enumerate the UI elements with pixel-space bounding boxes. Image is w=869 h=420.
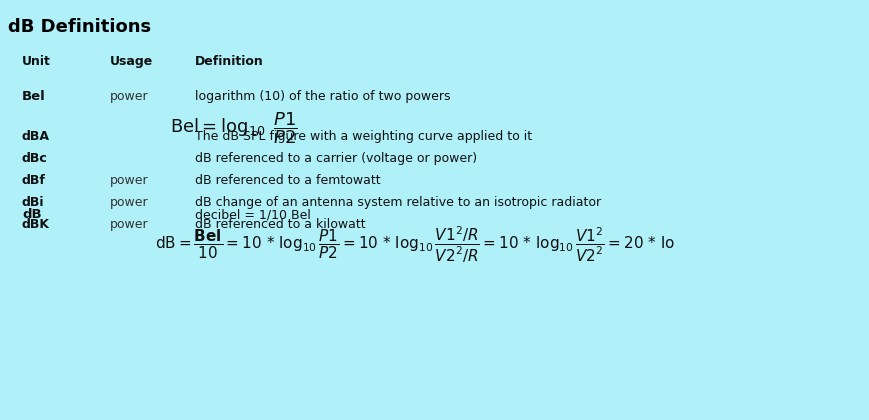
Text: dBA: dBA	[22, 130, 50, 143]
Text: power: power	[109, 196, 149, 209]
Text: dBf: dBf	[22, 174, 46, 187]
Text: dBi: dBi	[22, 196, 44, 209]
Text: power: power	[109, 90, 149, 103]
Text: $\mathrm{Bel} = \log_{10}\ \dfrac{P1}{P2}$: $\mathrm{Bel} = \log_{10}\ \dfrac{P1}{P2…	[169, 110, 297, 146]
Text: The dB SPL figure with a weighting curve applied to it: The dB SPL figure with a weighting curve…	[195, 130, 532, 143]
Text: power: power	[109, 218, 149, 231]
Text: $\mathrm{dB} = \dfrac{\mathbf{Bel}}{10} = 10\ {*}\ \log_{10}\dfrac{P1}{P2} = 10\: $\mathrm{dB} = \dfrac{\mathbf{Bel}}{10} …	[155, 225, 674, 265]
Text: dB change of an antenna system relative to an isotropic radiator: dB change of an antenna system relative …	[195, 196, 600, 209]
Text: power: power	[109, 174, 149, 187]
Text: dB referenced to a kilowatt: dB referenced to a kilowatt	[195, 218, 365, 231]
Text: Unit: Unit	[22, 55, 50, 68]
Text: logarithm (10) of the ratio of two powers: logarithm (10) of the ratio of two power…	[195, 90, 450, 103]
Text: dBc: dBc	[22, 152, 48, 165]
Text: dB referenced to a carrier (voltage or power): dB referenced to a carrier (voltage or p…	[195, 152, 476, 165]
Text: dB Definitions: dB Definitions	[8, 18, 151, 36]
Text: Definition: Definition	[195, 55, 263, 68]
Text: dB referenced to a femtowatt: dB referenced to a femtowatt	[195, 174, 381, 187]
Text: dBK: dBK	[22, 218, 50, 231]
Text: Bel: Bel	[22, 90, 46, 103]
Text: decibel = 1/10 Bel: decibel = 1/10 Bel	[195, 208, 310, 221]
Text: dB: dB	[22, 208, 42, 221]
Text: Usage: Usage	[109, 55, 153, 68]
